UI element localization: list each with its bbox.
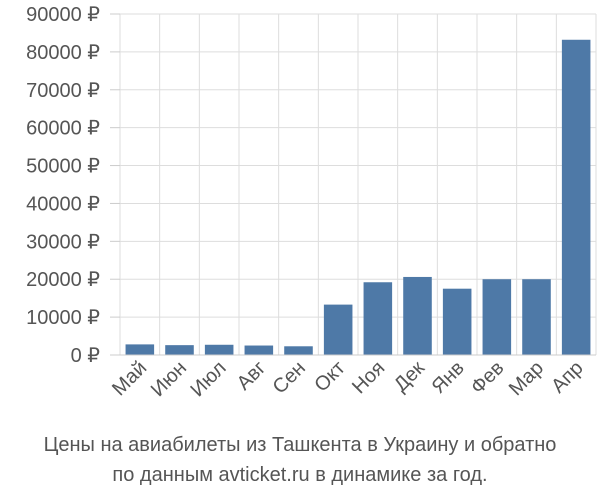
bar (363, 282, 393, 355)
bar (284, 346, 313, 355)
x-tick-label: Июл (186, 357, 230, 401)
y-tick-label: 10000 ₽ (26, 307, 100, 329)
x-tick-label: Фев (467, 357, 509, 399)
bar (442, 288, 472, 355)
x-tick-label: Апр (547, 357, 588, 398)
bar (482, 279, 512, 355)
x-tick-label: Мар (505, 357, 548, 400)
x-tick-label: Авг (233, 357, 271, 395)
y-tick-label: 40000 ₽ (26, 193, 100, 215)
bars (125, 39, 591, 356)
y-tick-label: 0 ₽ (71, 345, 101, 367)
bar-chart: 0 ₽ 10000 ₽ 20000 ₽ 30000 ₽ 40000 ₽ 50000 ₽ 60… (26, 4, 597, 401)
bar (403, 276, 432, 355)
bar (165, 345, 194, 355)
bar (125, 344, 155, 355)
x-tick-label: Дек (390, 357, 429, 396)
x-tick-label: Янв (428, 357, 469, 398)
y-tick-label: 80000 ₽ (26, 42, 100, 64)
x-tick-label: Сен (269, 357, 310, 398)
bar (204, 344, 234, 355)
grid-lines (119, 13, 597, 356)
x-tick-label: Июн (147, 357, 191, 401)
chart-caption-line-2: по данным avticket.ru в динамике за год. (112, 464, 488, 486)
bar (323, 304, 353, 355)
y-tick-label: 60000 ₽ (26, 118, 100, 140)
x-tick-label: Май (108, 357, 151, 400)
bar (522, 279, 551, 355)
x-tick-label: Окт (310, 357, 349, 396)
y-axis: 0 ₽ 10000 ₽ 20000 ₽ 30000 ₽ 40000 ₽ 50000 ₽ 60… (26, 4, 120, 367)
chart-caption-line-1: Цены на авиабилеты из Ташкента в Украину… (43, 434, 557, 456)
bar (244, 345, 274, 355)
x-tick-label: Ноя (348, 357, 389, 398)
y-tick-label: 70000 ₽ (26, 80, 100, 102)
y-tick-label: 90000 ₽ (26, 4, 100, 26)
y-tick-label: 30000 ₽ (26, 231, 100, 253)
bar (561, 39, 591, 356)
y-tick-label: 20000 ₽ (26, 269, 100, 291)
y-tick-label: 50000 ₽ (26, 156, 100, 178)
